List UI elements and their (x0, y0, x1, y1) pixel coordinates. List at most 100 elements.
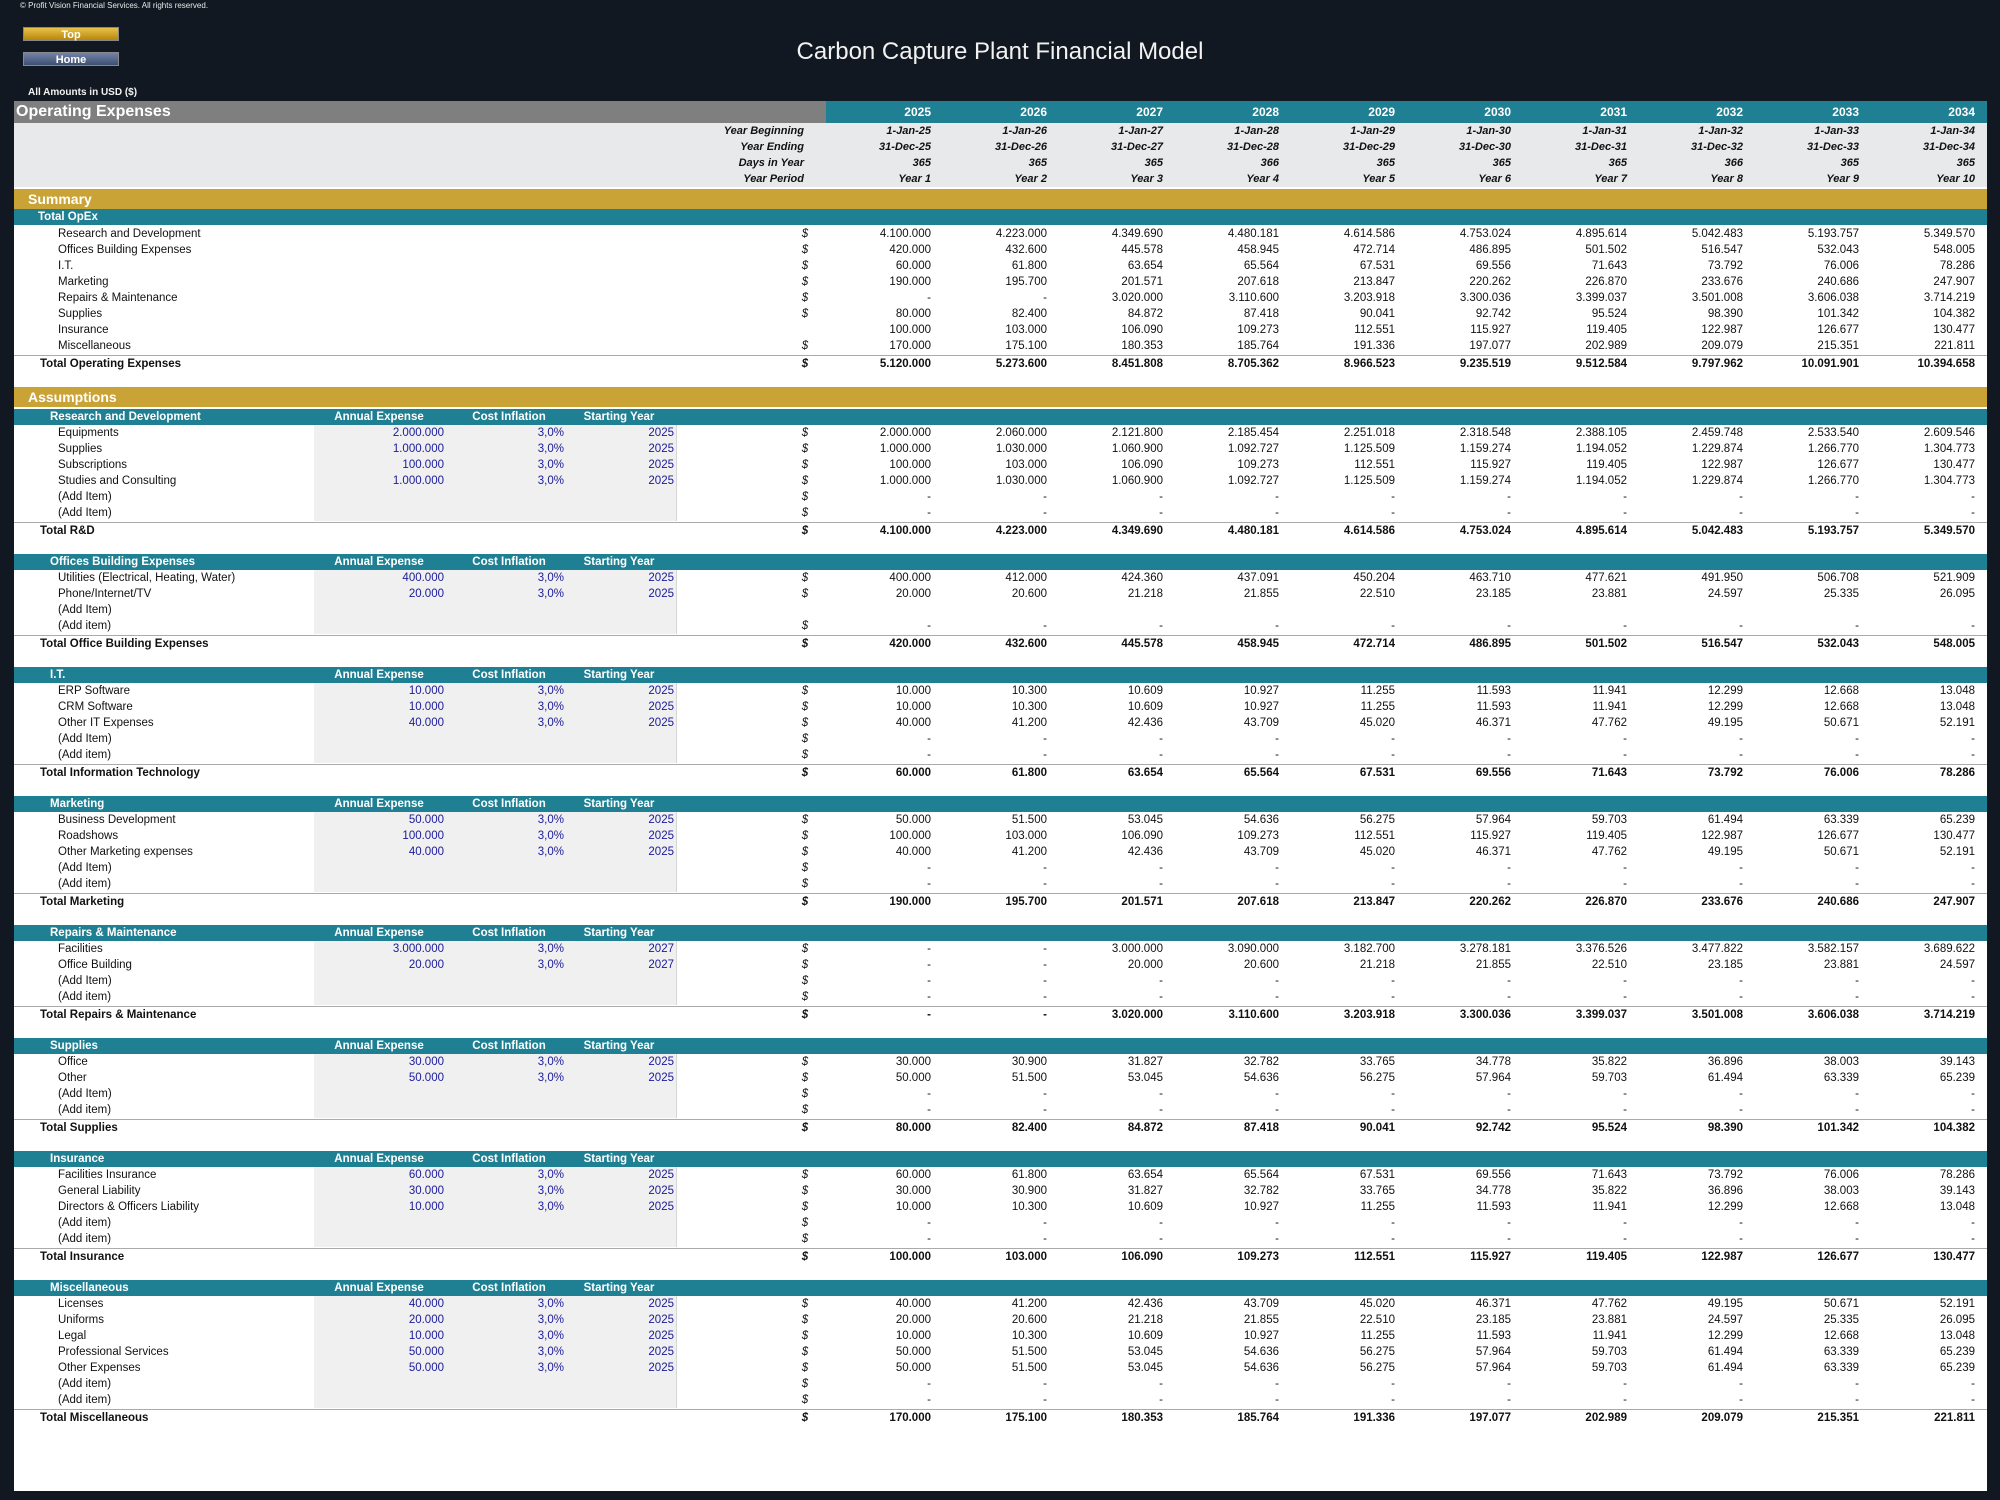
annual-expense-input[interactable] (314, 731, 444, 747)
cost-inflation-input[interactable]: 3,0% (537, 701, 564, 713)
cost-inflation-input[interactable]: 3,0% (537, 1072, 564, 1084)
starting-year-input[interactable] (564, 747, 674, 763)
annual-expense-input[interactable]: 50.000 (408, 1072, 444, 1084)
cost-inflation-input[interactable]: 3,0% (537, 846, 564, 858)
cost-inflation-input[interactable] (454, 602, 564, 618)
starting-year-input[interactable]: 2025 (648, 427, 674, 439)
annual-expense-input[interactable]: 2.000.000 (392, 427, 444, 439)
starting-year-input[interactable] (564, 973, 674, 989)
starting-year-input[interactable]: 2027 (648, 959, 674, 971)
starting-year-input[interactable]: 2025 (648, 701, 674, 713)
cost-inflation-input[interactable]: 3,0% (537, 459, 564, 471)
cost-inflation-input[interactable]: 3,0% (537, 685, 564, 697)
starting-year-input[interactable] (564, 505, 674, 521)
starting-year-input[interactable]: 2025 (648, 846, 674, 858)
starting-year-input[interactable] (564, 860, 674, 876)
starting-year-input[interactable]: 2025 (648, 443, 674, 455)
cost-inflation-input[interactable] (454, 876, 564, 892)
starting-year-input[interactable] (564, 618, 674, 634)
annual-expense-input[interactable]: 10.000 (408, 685, 444, 697)
annual-expense-input[interactable] (314, 973, 444, 989)
annual-expense-input[interactable]: 20.000 (408, 588, 444, 600)
starting-year-input[interactable] (564, 489, 674, 505)
cost-inflation-input[interactable]: 3,0% (537, 1362, 564, 1374)
cost-inflation-input[interactable]: 3,0% (537, 475, 564, 487)
annual-expense-input[interactable] (314, 1102, 444, 1118)
starting-year-input[interactable]: 2025 (648, 572, 674, 584)
starting-year-input[interactable]: 2025 (648, 459, 674, 471)
annual-expense-input[interactable]: 60.000 (408, 1169, 444, 1181)
starting-year-input[interactable] (564, 1215, 674, 1231)
cost-inflation-input[interactable]: 3,0% (537, 814, 564, 826)
annual-expense-input[interactable]: 50.000 (408, 1346, 444, 1358)
starting-year-input[interactable]: 2027 (648, 943, 674, 955)
annual-expense-input[interactable]: 50.000 (408, 814, 444, 826)
annual-expense-input[interactable] (314, 505, 444, 521)
cost-inflation-input[interactable]: 3,0% (537, 1298, 564, 1310)
annual-expense-input[interactable]: 20.000 (408, 1314, 444, 1326)
annual-expense-input[interactable] (314, 1086, 444, 1102)
starting-year-input[interactable]: 2025 (648, 1298, 674, 1310)
annual-expense-input[interactable] (314, 860, 444, 876)
annual-expense-input[interactable]: 40.000 (408, 1298, 444, 1310)
starting-year-input[interactable] (564, 1376, 674, 1392)
cost-inflation-input[interactable] (454, 731, 564, 747)
annual-expense-input[interactable] (314, 1376, 444, 1392)
cost-inflation-input[interactable]: 3,0% (537, 1169, 564, 1181)
cost-inflation-input[interactable]: 3,0% (537, 1346, 564, 1358)
annual-expense-input[interactable] (314, 1392, 444, 1408)
starting-year-input[interactable]: 2025 (648, 1362, 674, 1374)
cost-inflation-input[interactable]: 3,0% (537, 1056, 564, 1068)
cost-inflation-input[interactable] (454, 1392, 564, 1408)
cost-inflation-input[interactable]: 3,0% (537, 1185, 564, 1197)
annual-expense-input[interactable]: 100.000 (402, 459, 444, 471)
annual-expense-input[interactable] (314, 618, 444, 634)
annual-expense-input[interactable]: 1.000.000 (392, 443, 444, 455)
annual-expense-input[interactable]: 10.000 (408, 1330, 444, 1342)
annual-expense-input[interactable] (314, 747, 444, 763)
cost-inflation-input[interactable] (454, 505, 564, 521)
annual-expense-input[interactable] (314, 1215, 444, 1231)
starting-year-input[interactable]: 2025 (648, 1056, 674, 1068)
starting-year-input[interactable]: 2025 (648, 717, 674, 729)
starting-year-input[interactable]: 2025 (648, 475, 674, 487)
annual-expense-input[interactable] (314, 602, 444, 618)
cost-inflation-input[interactable] (454, 618, 564, 634)
annual-expense-input[interactable] (314, 989, 444, 1005)
annual-expense-input[interactable]: 50.000 (408, 1362, 444, 1374)
starting-year-input[interactable]: 2025 (648, 1169, 674, 1181)
annual-expense-input[interactable]: 400.000 (402, 572, 444, 584)
cost-inflation-input[interactable] (454, 1215, 564, 1231)
starting-year-input[interactable]: 2025 (648, 1330, 674, 1342)
cost-inflation-input[interactable]: 3,0% (537, 588, 564, 600)
starting-year-input[interactable]: 2025 (648, 830, 674, 842)
top-button[interactable]: Top (23, 27, 119, 41)
starting-year-input[interactable]: 2025 (648, 1072, 674, 1084)
cost-inflation-input[interactable] (454, 1231, 564, 1247)
cost-inflation-input[interactable] (454, 489, 564, 505)
cost-inflation-input[interactable]: 3,0% (537, 717, 564, 729)
cost-inflation-input[interactable] (454, 973, 564, 989)
annual-expense-input[interactable]: 100.000 (402, 830, 444, 842)
starting-year-input[interactable] (564, 1086, 674, 1102)
cost-inflation-input[interactable] (454, 860, 564, 876)
annual-expense-input[interactable]: 10.000 (408, 701, 444, 713)
annual-expense-input[interactable] (314, 1231, 444, 1247)
annual-expense-input[interactable]: 10.000 (408, 1201, 444, 1213)
starting-year-input[interactable]: 2025 (648, 814, 674, 826)
starting-year-input[interactable]: 2025 (648, 1185, 674, 1197)
annual-expense-input[interactable] (314, 876, 444, 892)
cost-inflation-input[interactable]: 3,0% (537, 427, 564, 439)
cost-inflation-input[interactable]: 3,0% (537, 1314, 564, 1326)
starting-year-input[interactable]: 2025 (648, 1201, 674, 1213)
annual-expense-input[interactable]: 20.000 (408, 959, 444, 971)
starting-year-input[interactable] (564, 876, 674, 892)
starting-year-input[interactable]: 2025 (648, 1314, 674, 1326)
starting-year-input[interactable] (564, 1102, 674, 1118)
cost-inflation-input[interactable]: 3,0% (537, 572, 564, 584)
cost-inflation-input[interactable]: 3,0% (537, 830, 564, 842)
annual-expense-input[interactable]: 40.000 (408, 846, 444, 858)
starting-year-input[interactable]: 2025 (648, 588, 674, 600)
annual-expense-input[interactable]: 30.000 (408, 1056, 444, 1068)
starting-year-input[interactable] (564, 1392, 674, 1408)
